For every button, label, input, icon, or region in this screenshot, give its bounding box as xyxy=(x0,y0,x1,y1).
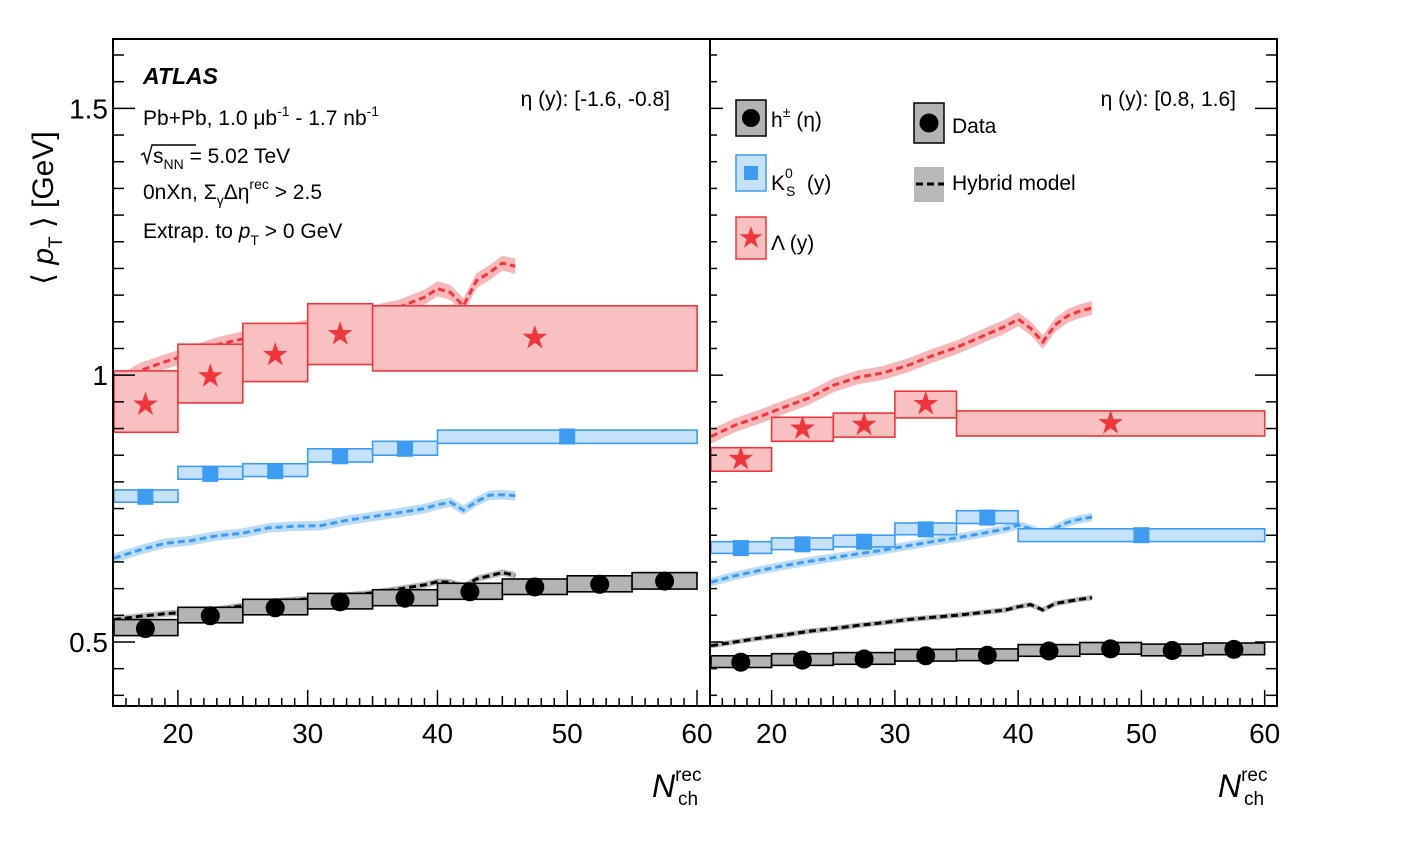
data-point-kshort-left-3 xyxy=(332,448,349,465)
data-point-charged-right-2 xyxy=(854,649,874,669)
panel-left-eta-label: η (y): [-1.6, -0.8] xyxy=(521,88,670,111)
model-line-kshort-left xyxy=(113,493,516,560)
panel-left-axes: 20 30 40 50 60 0.5 1 1.5 xyxy=(69,54,713,749)
x-tick-label-right-30: 30 xyxy=(879,718,910,749)
legend-charged-marker xyxy=(742,109,760,127)
data-point-kshort-left-5 xyxy=(559,428,576,445)
y-tick-label-1: 1 xyxy=(92,360,108,391)
energy-label: sNN = 5.02 TeV xyxy=(153,145,290,172)
panel-right-plot xyxy=(710,301,1266,672)
x-tick-label-right-60: 60 xyxy=(1249,718,1280,749)
data-point-kshort-right-3 xyxy=(917,521,934,538)
legend-charged-label: h± (η) xyxy=(771,104,822,132)
x-axis-title-right: Nrec ch xyxy=(1218,765,1268,810)
legend-kshort-marker xyxy=(744,166,758,180)
extrap-label: Extrap. to pT > 0 GeV xyxy=(143,220,342,248)
x-tick-label-right-20: 20 xyxy=(756,718,787,749)
data-point-lambda-right-1 xyxy=(790,415,815,440)
data-point-charged-right-3 xyxy=(916,646,936,666)
legend-lambda: Λ (y) xyxy=(735,216,814,260)
x-tick-label-left-20: 20 xyxy=(162,718,193,749)
lumi-label: Pb+Pb, 1.0 μb-1 - 1.7 nb-1 xyxy=(143,103,379,130)
data-point-lambda-right-3 xyxy=(913,390,939,415)
data-point-charged-right-6 xyxy=(1101,639,1121,659)
data-point-kshort-right-1 xyxy=(794,536,811,553)
data-point-charged-right-0 xyxy=(731,652,751,672)
data-point-lambda-right-0 xyxy=(728,445,754,470)
y-tick-label-0.5: 0.5 xyxy=(69,627,108,658)
data-point-lambda-left-3 xyxy=(327,321,353,345)
data-point-lambda-left-2 xyxy=(262,341,288,366)
panel-right-eta-label: η (y): [0.8, 1.6] xyxy=(1101,88,1236,111)
data-point-charged-left-3 xyxy=(330,592,350,612)
data-point-charged-left-4 xyxy=(395,588,415,608)
x-tick-label-left-60: 60 xyxy=(681,718,712,749)
model-line-kshort-right xyxy=(710,515,1093,584)
panel-right-axes: 20 30 40 50 60 xyxy=(710,54,1280,749)
data-point-charged-right-1 xyxy=(792,650,812,670)
x-tick-label-left-40: 40 xyxy=(422,718,453,749)
legend-lambda-marker xyxy=(739,226,763,248)
data-point-charged-left-6 xyxy=(525,577,545,597)
legend-model-label: Hybrid model xyxy=(952,172,1076,195)
x-axis-title-left: Nrec ch xyxy=(652,765,702,810)
data-point-lambda-right-4 xyxy=(1098,410,1123,434)
data-point-charged-left-2 xyxy=(265,598,285,618)
panel-right-frame xyxy=(709,38,1278,707)
data-point-kshort-left-2 xyxy=(267,463,284,480)
data-point-kshort-right-2 xyxy=(856,533,873,550)
data-point-charged-right-4 xyxy=(977,645,997,665)
panel-left-plot xyxy=(113,255,698,639)
data-point-charged-left-0 xyxy=(135,619,155,639)
data-point-charged-left-5 xyxy=(460,582,480,602)
x-tick-label-right-50: 50 xyxy=(1126,718,1157,749)
syst-box-lambda-left-4 xyxy=(371,304,698,372)
model-line-charged-right xyxy=(710,596,1093,648)
legend-kshort-label: K0 S (y) xyxy=(771,165,831,199)
x-tick-label-right-40: 40 xyxy=(1003,718,1034,749)
data-point-lambda-right-2 xyxy=(851,411,877,436)
data-point-charged-right-8 xyxy=(1224,639,1244,659)
model-band-lambda-right xyxy=(711,301,1093,444)
data-point-kshort-right-4 xyxy=(979,509,996,526)
legend-data-marker xyxy=(919,113,939,133)
model-line-lambda-right xyxy=(710,306,1093,438)
data-point-kshort-left-1 xyxy=(202,465,219,482)
data-point-charged-left-1 xyxy=(200,606,220,626)
atlas-label: ATLAS xyxy=(142,63,219,89)
data-point-lambda-left-1 xyxy=(197,363,223,387)
x-tick-label-left-30: 30 xyxy=(292,718,323,749)
y-axis-title: ⟨ pT ⟩ [GeV] xyxy=(27,131,67,284)
legend-model: Hybrid model xyxy=(914,167,1076,202)
data-point-charged-right-5 xyxy=(1039,641,1059,661)
y-tick-label-1.5: 1.5 xyxy=(69,93,108,124)
x-tick-label-left-50: 50 xyxy=(552,718,583,749)
data-point-kshort-right-5 xyxy=(1133,527,1150,544)
legend-lambda-box xyxy=(735,216,767,260)
legend-charged: h± (η) xyxy=(735,99,822,137)
sqrt-sign xyxy=(140,144,196,166)
data-point-charged-left-7 xyxy=(590,574,610,594)
legend-data: Data xyxy=(913,102,997,144)
data-point-lambda-left-0 xyxy=(133,391,158,416)
data-point-kshort-left-4 xyxy=(397,440,413,457)
data-point-lambda-left-4 xyxy=(522,324,548,349)
legend-kshort-box xyxy=(735,154,767,192)
data-point-charged-left-8 xyxy=(655,571,675,591)
data-point-kshort-right-0 xyxy=(732,540,749,557)
data-point-kshort-left-0 xyxy=(137,488,154,505)
legend-lambda-label: Λ (y) xyxy=(771,232,814,255)
legend-kshort: K0 S (y) xyxy=(735,154,831,199)
data-point-charged-right-7 xyxy=(1162,641,1182,660)
legend-data-label: Data xyxy=(952,115,997,138)
selection-label: 0nXn, ΣγΔηrec > 2.5 xyxy=(143,176,322,208)
